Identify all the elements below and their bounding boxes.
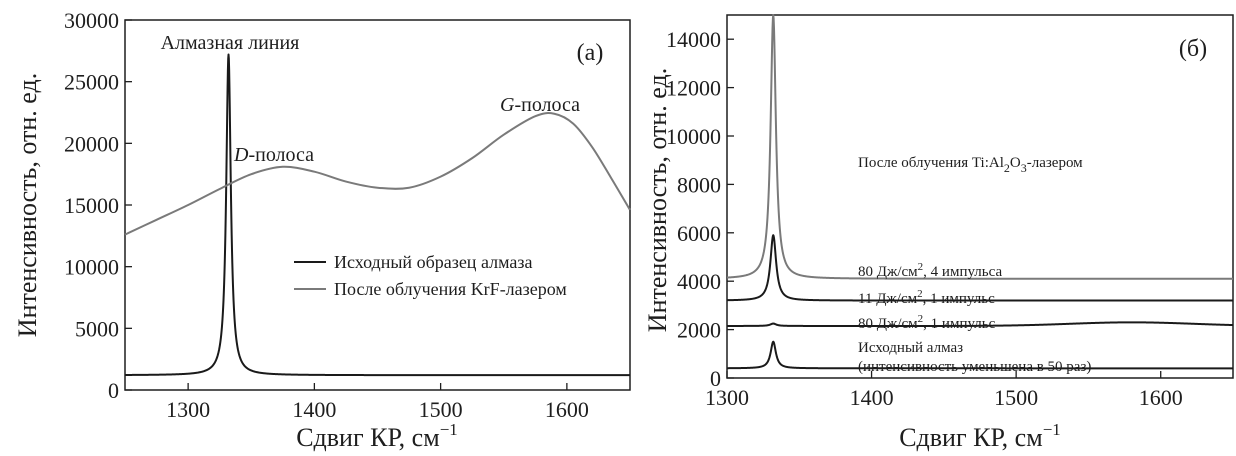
label-11j-1pulse: 11 Дж/см2, 1 импульс (858, 288, 995, 307)
x-tick-label-b-0: 1300 (705, 385, 749, 410)
d-band-suffix: -полоса (248, 144, 314, 166)
label-80j-1pulse-a: 80 Дж/см (858, 316, 918, 332)
y-axis-label-a: Интенсивность, отн. ед. (13, 73, 42, 337)
d-band-annotation: D-полоса (233, 144, 314, 166)
plot-frame-a (124, 19, 631, 391)
x-axis-label-a-sup: −1 (440, 420, 458, 439)
label-80j-4pulse-b: , 4 импульса (923, 264, 1002, 280)
irradiation-header-mid: O (1010, 155, 1021, 171)
label-80j-1pulse-b: , 1 импульс (923, 316, 995, 332)
series-b (726, 14, 1234, 370)
x-tick-label-a-0: 1300 (166, 397, 210, 422)
legend-label-krf: После облучения KrF-лазером (334, 279, 567, 299)
panel-a: 1300 1400 1500 1600 0 5000 10000 15000 20000 2500… (13, 8, 631, 452)
series-line-a-1 (124, 112, 631, 236)
label-80j-4pulse-a: 80 Дж/см (858, 264, 918, 280)
y-tick-label-a-3: 15000 (64, 193, 119, 218)
irradiation-header: После облучения Ti:Al2O3-лазером (858, 155, 1083, 175)
x-tick-label-a-3: 1600 (545, 397, 589, 422)
x-tick-label-a-1: 1400 (292, 397, 336, 422)
legend-label-original: Исходный образец алмаза (334, 252, 532, 272)
panel-label-b: (б) (1179, 36, 1207, 62)
label-80j-4pulse: 80 Дж/см2, 4 импульса (858, 261, 1002, 280)
series-line-b-3 (726, 340, 1234, 370)
irradiation-header-prefix: После облучения Ti:Al (858, 155, 1004, 171)
irradiation-header-sub1: 2 (1004, 161, 1010, 175)
label-11j-1pulse-sup: 2 (917, 288, 923, 300)
y-tick-label-b-5: 10000 (666, 124, 721, 149)
y-axis-label-b: Интенсивность, отн. ед. (643, 68, 672, 332)
y-tick-label-b-7: 14000 (666, 27, 721, 52)
diamond-line-annotation: Алмазная линия (161, 32, 300, 54)
y-tick-label-a-1: 5000 (75, 316, 119, 341)
label-80j-4pulse-sup: 2 (918, 261, 924, 273)
series-line-a-0 (124, 53, 631, 377)
x-axis-label-b: Сдвиг КР, см−1 (899, 420, 1061, 452)
y-tick-label-b-0: 0 (710, 366, 721, 391)
label-original-diamond: Исходный алмаз (858, 340, 963, 356)
ticks-b: 1300 1400 1500 1600 0 2000 4000 6000 8000 10000 12… (666, 27, 1183, 410)
x-tick-label-b-2: 1500 (994, 385, 1038, 410)
y-tick-label-a-6: 30000 (64, 8, 119, 33)
series-a (124, 53, 631, 377)
g-band-suffix: -полоса (514, 94, 580, 116)
plot-frame-b (726, 14, 1234, 379)
x-axis-label-b-sup: −1 (1043, 420, 1061, 439)
label-80j-1pulse: 80 Дж/см2, 1 импульс (858, 313, 996, 332)
y-tick-label-a-2: 10000 (64, 255, 119, 280)
irradiation-header-sub2: 3 (1021, 161, 1027, 175)
y-tick-label-b-6: 12000 (666, 76, 721, 101)
irradiation-header-suffix: -лазером (1027, 155, 1083, 171)
x-axis-label-a-text: Сдвиг КР, см (296, 423, 439, 452)
x-tick-label-a-2: 1500 (419, 397, 463, 422)
y-tick-label-b-3: 6000 (677, 221, 721, 246)
y-tick-label-b-4: 8000 (677, 172, 721, 197)
panel-b: 1300 1400 1500 1600 0 2000 4000 6000 8000 10000 12… (643, 14, 1234, 452)
label-11j-1pulse-a: 11 Дж/см (858, 291, 918, 307)
x-axis-label-a: Сдвиг КР, см−1 (296, 420, 458, 452)
label-11j-1pulse-b: , 1 импульс (923, 291, 995, 307)
y-tick-label-a-4: 20000 (64, 131, 119, 156)
y-tick-label-a-5: 25000 (64, 70, 119, 95)
label-original-diamond-note: (интенсивность уменьшена в 50 раз) (858, 359, 1091, 375)
panel-label-a: (а) (577, 40, 604, 66)
x-tick-label-b-3: 1600 (1139, 385, 1183, 410)
series-line-b-2 (726, 321, 1234, 327)
y-tick-label-b-2: 4000 (677, 269, 721, 294)
series-line-b-1 (726, 234, 1234, 302)
label-80j-1pulse-sup: 2 (918, 313, 924, 325)
d-band-letter: D (233, 144, 249, 166)
g-band-annotation: G-полоса (500, 94, 580, 116)
x-axis-label-b-text: Сдвиг КР, см (899, 423, 1042, 452)
series-line-b-0 (726, 14, 1234, 280)
legend-a: Исходный образец алмаза После облучения … (294, 252, 567, 299)
ticks-a: 1300 1400 1500 1600 0 5000 10000 15000 20000 2500… (64, 8, 589, 422)
y-tick-label-b-1: 2000 (677, 318, 721, 343)
y-tick-label-a-0: 0 (108, 378, 119, 403)
g-band-letter: G (500, 94, 515, 116)
x-tick-label-b-1: 1400 (850, 385, 894, 410)
